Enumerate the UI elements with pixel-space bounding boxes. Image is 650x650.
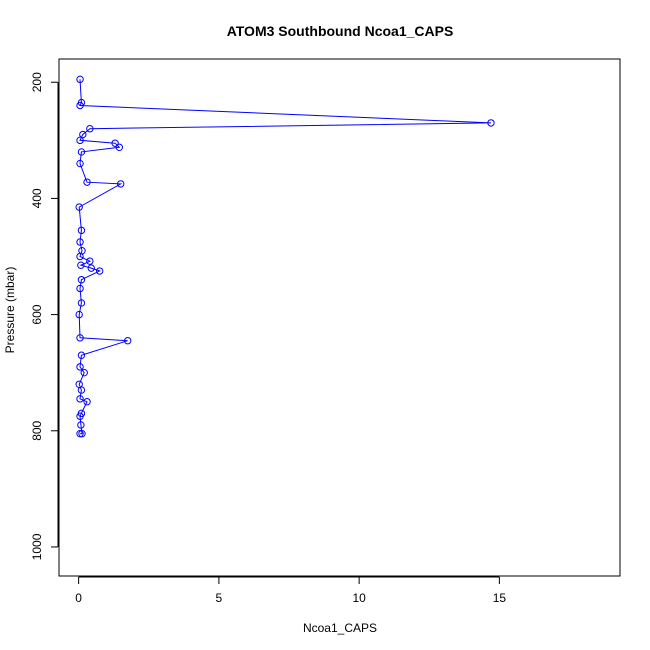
plot-area — [75, 75, 495, 438]
data-point — [78, 246, 86, 255]
data-point — [75, 310, 83, 319]
data-point — [76, 284, 84, 293]
data-point — [76, 136, 84, 145]
data-point — [75, 380, 83, 389]
x-tick-label: 0 — [75, 591, 82, 605]
data-point — [117, 180, 125, 188]
data-point — [77, 261, 85, 269]
data-point — [75, 203, 83, 211]
data-point — [86, 125, 94, 133]
data-point — [77, 351, 86, 359]
data-point — [115, 143, 124, 151]
data-point — [76, 363, 84, 371]
data-point — [77, 148, 86, 156]
data-point — [76, 75, 84, 84]
x-tick-label: 15 — [493, 591, 507, 605]
data-point — [77, 299, 86, 307]
y-tick-label: 1000 — [30, 533, 44, 560]
x-axis: 0 5 10 15 — [75, 576, 507, 605]
data-point — [77, 409, 86, 418]
data-point — [77, 98, 86, 107]
data-point — [83, 178, 91, 186]
data-point — [76, 159, 84, 168]
data-point — [77, 276, 86, 284]
data-point — [87, 264, 95, 272]
data-point — [83, 398, 91, 406]
x-tick-label: 10 — [352, 591, 366, 605]
data-point — [487, 119, 495, 127]
data-point — [78, 429, 86, 438]
data-point — [80, 368, 88, 377]
data-point — [77, 421, 85, 429]
y-tick-label: 200 — [30, 72, 44, 92]
chart-title: ATOM3 Southbound Ncoa1_CAPS — [227, 23, 454, 39]
series-line — [78, 79, 492, 435]
data-point — [76, 238, 84, 246]
data-point — [95, 267, 104, 275]
y-axis-label: Pressure (mbar) — [3, 267, 17, 354]
y-tick-label: 600 — [30, 304, 44, 324]
x-axis-label: Ncoa1_CAPS — [303, 621, 377, 635]
data-point — [76, 395, 84, 403]
data-point — [77, 226, 86, 235]
plot-frame — [58, 58, 621, 577]
data-point — [79, 130, 87, 139]
y-axis: 200 400 600 800 1000 — [30, 72, 59, 560]
y-tick-label: 800 — [30, 420, 44, 440]
y-tick-label: 400 — [30, 188, 44, 208]
data-point — [111, 139, 119, 147]
data-point — [86, 257, 94, 265]
data-point — [76, 334, 84, 342]
data-point — [76, 429, 84, 438]
data-point — [124, 337, 132, 345]
x-tick-label: 5 — [216, 591, 223, 605]
